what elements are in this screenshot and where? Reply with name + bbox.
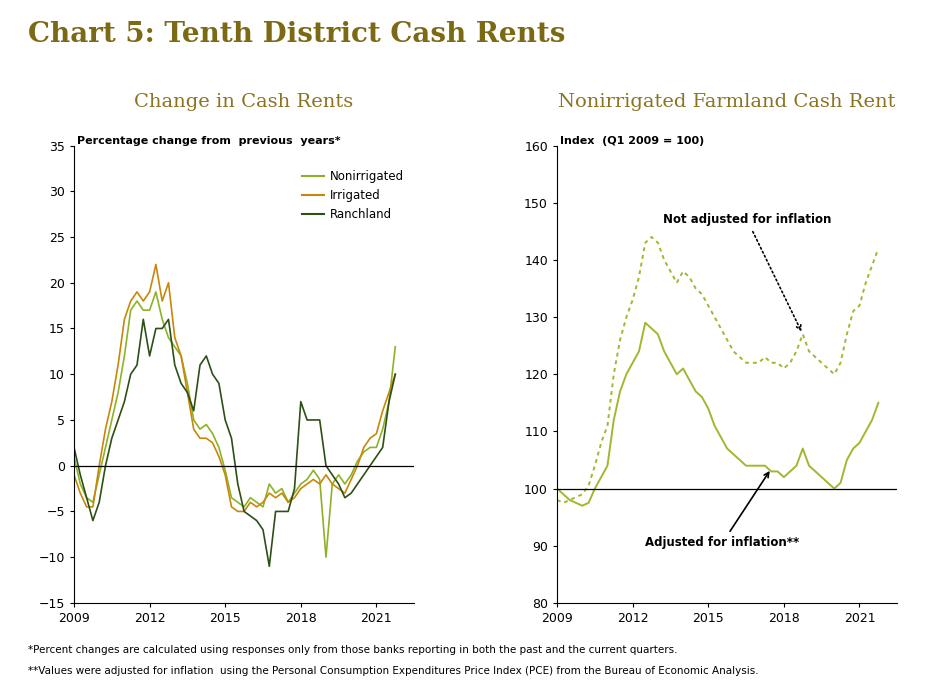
Legend: Nonirrigated, Irrigated, Ranchland: Nonirrigated, Irrigated, Ranchland bbox=[298, 165, 408, 225]
Text: Not adjusted for inflation: Not adjusted for inflation bbox=[663, 213, 832, 330]
Title: Change in Cash Rents: Change in Cash Rents bbox=[134, 93, 353, 111]
Text: Chart 5: Tenth District Cash Rents: Chart 5: Tenth District Cash Rents bbox=[28, 21, 565, 48]
Text: Percentage change from  previous  years*: Percentage change from previous years* bbox=[78, 136, 341, 146]
Text: **Values were adjusted for inflation  using the Personal Consumption Expenditure: **Values were adjusted for inflation usi… bbox=[28, 666, 758, 676]
Title: Nonirrigated Farmland Cash Rent: Nonirrigated Farmland Cash Rent bbox=[559, 93, 896, 111]
Text: Adjusted for inflation**: Adjusted for inflation** bbox=[646, 473, 799, 550]
Text: Index  (Q1 2009 = 100): Index (Q1 2009 = 100) bbox=[561, 136, 705, 146]
Text: *Percent changes are calculated using responses only from those banks reporting : *Percent changes are calculated using re… bbox=[28, 645, 677, 655]
